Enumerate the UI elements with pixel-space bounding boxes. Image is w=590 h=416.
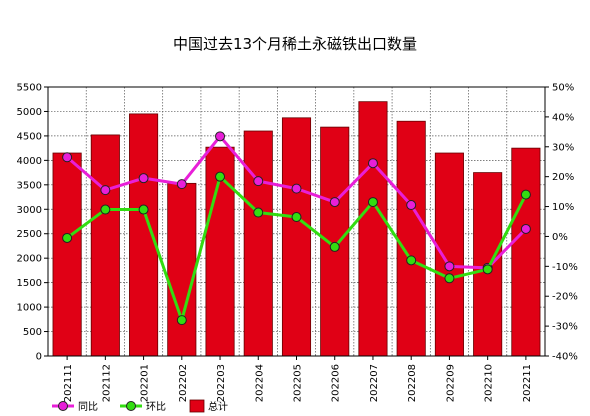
legend-label-总计: 总计 bbox=[208, 400, 228, 413]
point-同比-202112 bbox=[100, 185, 111, 196]
point-环比-202201 bbox=[138, 204, 149, 215]
point-同比-202211 bbox=[520, 223, 531, 234]
x-tick-label: 202207 bbox=[369, 364, 380, 402]
y-tick-label: 1000 bbox=[17, 303, 42, 314]
y-tick-label: 5500 bbox=[17, 83, 42, 94]
point-环比-202210 bbox=[482, 264, 493, 275]
x-tick-label: 202203 bbox=[216, 364, 227, 402]
y-tick-label: 0 bbox=[36, 352, 42, 363]
bar-202207 bbox=[358, 101, 388, 357]
point-同比-202208 bbox=[406, 200, 417, 211]
point-环比-202205 bbox=[291, 212, 302, 223]
point-环比-202111 bbox=[62, 232, 73, 243]
y-tick-label: 2500 bbox=[17, 229, 42, 240]
bar-202112 bbox=[90, 134, 120, 357]
chart-title: 中国过去13个月稀土永磁铁出口数量 bbox=[172, 35, 418, 53]
point-同比-202209 bbox=[444, 261, 455, 272]
point-同比-202201 bbox=[138, 173, 149, 184]
bar-202111 bbox=[52, 152, 82, 357]
y-tick-label: 3500 bbox=[17, 180, 42, 191]
y2-tick-label: 20% bbox=[552, 172, 574, 183]
axis-layer: 0 500 1000 1500 2000 2500 3000 3500 4000 4500 5000… bbox=[17, 83, 578, 403]
point-环比-202202 bbox=[176, 315, 187, 326]
y-tick-label: 500 bbox=[23, 327, 42, 338]
point-环比-202112 bbox=[100, 204, 111, 215]
x-tick-label: 202205 bbox=[293, 364, 304, 402]
bar-202211 bbox=[511, 147, 541, 357]
y2-tick-label: -40% bbox=[552, 352, 578, 363]
point-环比-202207 bbox=[367, 197, 378, 208]
point-环比-202209 bbox=[444, 273, 455, 284]
y2-tick-label: 0% bbox=[552, 232, 568, 243]
y2-tick-label: 10% bbox=[552, 202, 574, 213]
point-环比-202211 bbox=[520, 189, 531, 200]
line-layer bbox=[62, 131, 531, 326]
legend-label-同比: 同比 bbox=[78, 401, 98, 413]
x-tick-label: 202210 bbox=[484, 364, 495, 402]
x-tick-label: 202204 bbox=[254, 364, 265, 402]
y2-tick-label: 50% bbox=[552, 83, 574, 94]
y2-tick-label: -10% bbox=[552, 262, 578, 273]
y-tick-label: 3000 bbox=[17, 205, 42, 216]
bar-202204 bbox=[243, 130, 273, 357]
y2-tick-label: -20% bbox=[552, 292, 578, 303]
y-tick-label: 5000 bbox=[17, 107, 42, 118]
point-同比-202205 bbox=[291, 183, 302, 194]
point-同比-202203 bbox=[215, 131, 226, 142]
y-tick-label: 4000 bbox=[17, 156, 42, 167]
point-同比-202202 bbox=[176, 179, 187, 190]
x-tick-label: 202206 bbox=[331, 364, 342, 402]
y-tick-label: 4500 bbox=[17, 131, 42, 142]
legend-marker-环比 bbox=[126, 401, 136, 411]
point-同比-202207 bbox=[367, 158, 378, 169]
legend-marker-同比 bbox=[58, 401, 68, 411]
point-环比-202206 bbox=[329, 241, 340, 252]
bar-202208 bbox=[396, 120, 426, 357]
point-环比-202204 bbox=[253, 207, 264, 218]
bar-202206 bbox=[320, 126, 350, 357]
legend: 同比 环比 总计 bbox=[52, 399, 228, 413]
legend-swatch-总计 bbox=[189, 399, 205, 413]
x-tick-label: 202209 bbox=[445, 364, 456, 402]
bar-202205 bbox=[281, 117, 312, 357]
point-同比-202111 bbox=[62, 152, 73, 163]
y2-tick-label: -30% bbox=[552, 322, 578, 333]
point-同比-202206 bbox=[329, 197, 340, 208]
bar-202202 bbox=[167, 182, 197, 357]
x-tick-label: 202202 bbox=[178, 364, 189, 402]
x-tick-label: 202208 bbox=[407, 364, 418, 402]
bar-layer bbox=[52, 101, 541, 357]
x-tick-label: 202111 bbox=[63, 364, 74, 402]
y-tick-label: 2000 bbox=[17, 254, 42, 265]
legend-label-环比: 环比 bbox=[146, 401, 166, 413]
x-tick-label: 202211 bbox=[522, 364, 533, 402]
point-同比-202204 bbox=[253, 176, 264, 187]
bar-202209 bbox=[434, 152, 464, 357]
bar-202210 bbox=[473, 172, 503, 357]
point-环比-202203 bbox=[215, 171, 226, 182]
x-tick-label: 202201 bbox=[140, 364, 151, 402]
y-tick-label: 1500 bbox=[17, 278, 42, 289]
y2-tick-label: 40% bbox=[552, 112, 574, 123]
y2-tick-label: 30% bbox=[552, 142, 574, 153]
point-环比-202208 bbox=[406, 255, 417, 266]
x-tick-label: 202112 bbox=[101, 364, 112, 402]
